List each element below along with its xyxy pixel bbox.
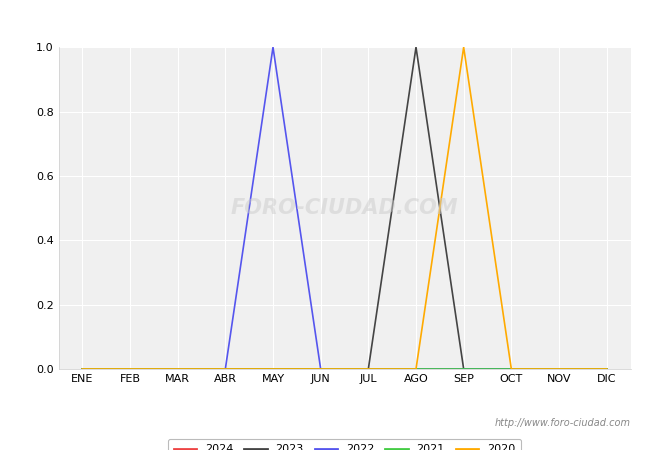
Text: Matriculaciones de Vehiculos en Tortuero: Matriculaciones de Vehiculos en Tortuero bbox=[155, 10, 495, 28]
Text: http://www.foro-ciudad.com: http://www.foro-ciudad.com bbox=[495, 418, 630, 428]
Text: FORO-CIUDAD.COM: FORO-CIUDAD.COM bbox=[231, 198, 458, 218]
Legend: 2024, 2023, 2022, 2021, 2020: 2024, 2023, 2022, 2021, 2020 bbox=[168, 439, 521, 450]
